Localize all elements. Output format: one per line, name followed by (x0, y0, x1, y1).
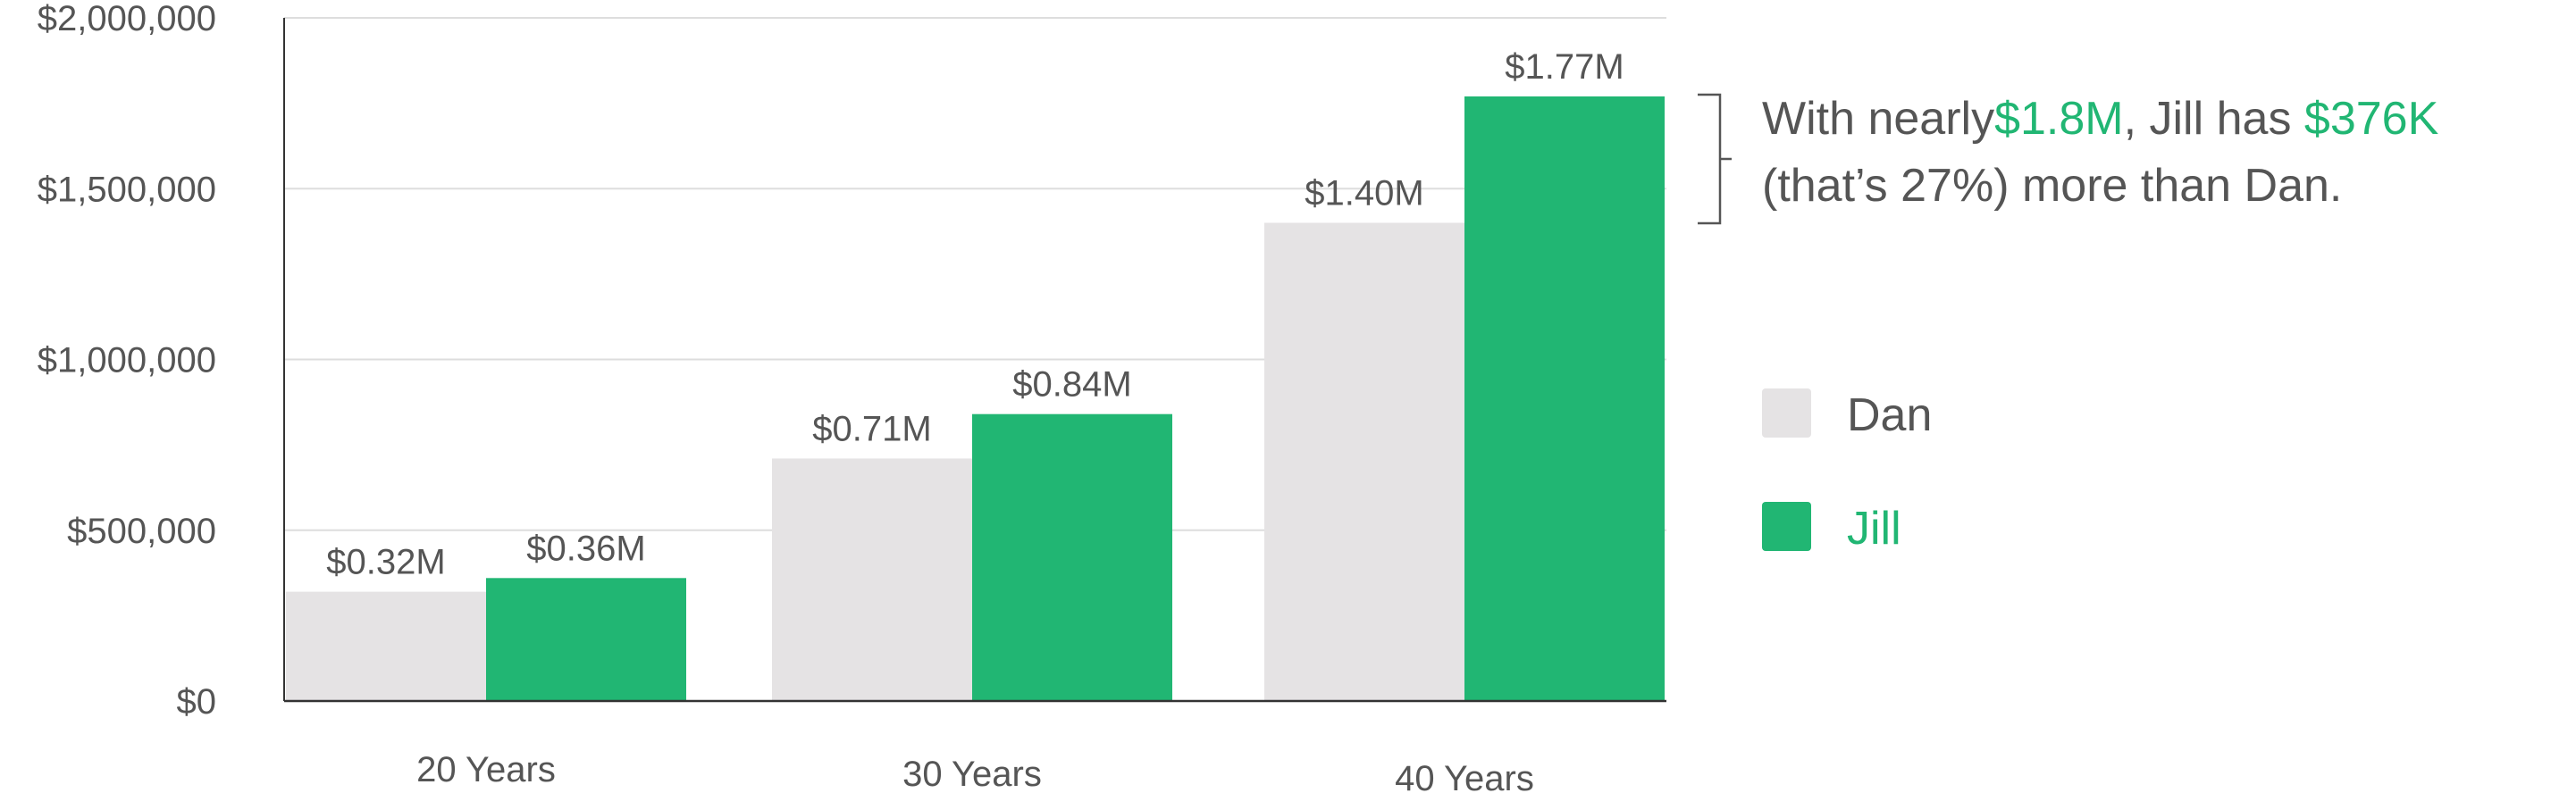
data-labels: $0.32M $0.36M $0.71M $0.84M $1.40M $1.77M (326, 47, 1624, 582)
bar-dan-0 (286, 591, 486, 701)
data-label-jill-1: $0.84M (1012, 365, 1131, 405)
bars (286, 96, 1665, 702)
annotation-highlight-total: $1.8M (1994, 93, 2124, 145)
annotation-bracket (1698, 93, 1732, 225)
annotation-line-1: With nearly$1.8M, Jill has $376K (1762, 93, 2439, 145)
legend: Dan Jill (1762, 388, 1932, 555)
bar-dan-2 (1264, 222, 1464, 701)
annotation-line-2: (that’s 27%) more than Dan. (1762, 160, 2342, 212)
y-tick-label: $1,000,000 (38, 341, 216, 380)
bar-jill-1 (972, 413, 1172, 701)
x-tick-label: 40 Years (1395, 759, 1534, 793)
annotation-middle: , Jill has (2124, 93, 2304, 145)
axes (283, 18, 1666, 703)
bar-jill-2 (1464, 96, 1665, 702)
legend-label-jill: Jill (1847, 503, 1901, 555)
bar-dan-1 (772, 458, 972, 701)
data-label-jill-2: $1.77M (1505, 47, 1624, 87)
legend-swatch-dan (1762, 388, 1811, 438)
data-label-dan-0: $0.32M (326, 543, 445, 582)
y-tick-label: $1,500,000 (38, 170, 216, 209)
y-tick-labels: $0 $500,000 $1,000,000 $1,500,000 $2,000,000 (38, 0, 216, 722)
y-tick-label: $0 (177, 682, 217, 722)
y-tick-label: $500,000 (67, 512, 216, 551)
legend-label-dan: Dan (1847, 389, 1932, 441)
bar-jill-0 (486, 578, 686, 701)
annotation-prefix: With nearly (1762, 93, 1994, 145)
x-tick-label: 20 Years (416, 750, 556, 789)
x-tick-labels: 20 Years 30 Years 40 Years (416, 750, 1534, 793)
annotation-highlight-difference: $376K (2304, 93, 2439, 145)
legend-swatch-jill (1762, 502, 1811, 551)
x-tick-label: 30 Years (902, 755, 1042, 793)
y-tick-label: $2,000,000 (38, 0, 216, 38)
data-label-dan-2: $1.40M (1305, 174, 1423, 213)
data-label-jill-0: $0.36M (526, 529, 645, 568)
data-label-dan-1: $0.71M (812, 409, 931, 448)
